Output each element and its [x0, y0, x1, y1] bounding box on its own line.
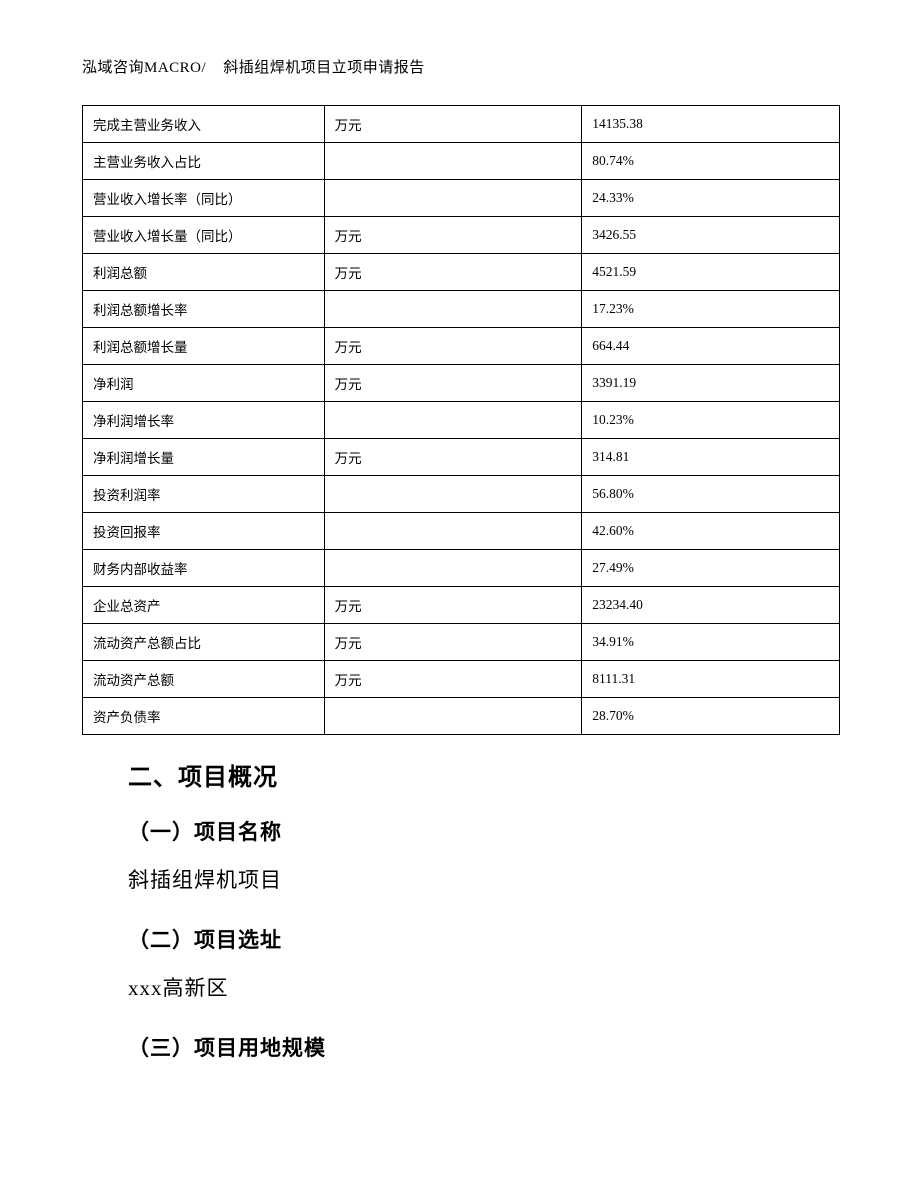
row-value: 34.91%	[582, 624, 840, 661]
row-value: 56.80%	[582, 476, 840, 513]
row-unit	[324, 513, 582, 550]
row-unit	[324, 698, 582, 735]
row-label: 主营业务收入占比	[83, 143, 325, 180]
document-body: 二、项目概况 （一）项目名称 斜插组焊机项目 （二）项目选址 xxx高新区 （三…	[128, 735, 808, 1080]
data-table-wrap: 完成主营业务收入万元14135.38主营业务收入占比80.74%营业收入增长率（…	[82, 105, 840, 735]
row-label: 完成主营业务收入	[83, 106, 325, 143]
row-value: 3426.55	[582, 217, 840, 254]
row-label: 流动资产总额	[83, 661, 325, 698]
row-label: 利润总额	[83, 254, 325, 291]
row-unit: 万元	[324, 254, 582, 291]
row-unit: 万元	[324, 587, 582, 624]
row-unit: 万元	[324, 328, 582, 365]
row-value: 28.70%	[582, 698, 840, 735]
table-row: 资产负债率 28.70%	[83, 698, 840, 735]
row-label: 投资利润率	[83, 476, 325, 513]
page-header: 泓域咨询MACRO/ 斜插组焊机项目立项申请报告	[82, 56, 425, 77]
subsection-2-title: （二）项目选址	[128, 924, 808, 954]
table-row: 利润总额增长率 17.23%	[83, 291, 840, 328]
row-label: 利润总额增长率	[83, 291, 325, 328]
row-label: 资产负债率	[83, 698, 325, 735]
row-value: 23234.40	[582, 587, 840, 624]
table-row: 企业总资产万元23234.40	[83, 587, 840, 624]
table-row: 主营业务收入占比 80.74%	[83, 143, 840, 180]
row-value: 27.49%	[582, 550, 840, 587]
subsection-3-title: （三）项目用地规模	[128, 1032, 808, 1062]
row-label: 营业收入增长量（同比）	[83, 217, 325, 254]
row-value: 3391.19	[582, 365, 840, 402]
subsection-1-body: 斜插组焊机项目	[128, 864, 808, 894]
table-row: 投资利润率 56.80%	[83, 476, 840, 513]
row-value: 24.33%	[582, 180, 840, 217]
table-row: 营业收入增长率（同比） 24.33%	[83, 180, 840, 217]
subsection-2-body: xxx高新区	[128, 972, 808, 1002]
table-row: 完成主营业务收入万元14135.38	[83, 106, 840, 143]
row-label: 净利润增长率	[83, 402, 325, 439]
row-unit	[324, 476, 582, 513]
table-row: 利润总额增长量万元664.44	[83, 328, 840, 365]
row-label: 投资回报率	[83, 513, 325, 550]
row-unit	[324, 550, 582, 587]
table-row: 流动资产总额占比万元34.91%	[83, 624, 840, 661]
table-row: 流动资产总额万元8111.31	[83, 661, 840, 698]
row-value: 314.81	[582, 439, 840, 476]
row-unit: 万元	[324, 217, 582, 254]
header-company: 泓域咨询MACRO/	[82, 60, 206, 76]
row-label: 营业收入增长率（同比）	[83, 180, 325, 217]
table-row: 净利润增长量万元314.81	[83, 439, 840, 476]
row-value: 4521.59	[582, 254, 840, 291]
row-value: 80.74%	[582, 143, 840, 180]
header-title: 斜插组焊机项目立项申请报告	[223, 60, 425, 76]
row-unit	[324, 291, 582, 328]
table-row: 净利润增长率 10.23%	[83, 402, 840, 439]
row-value: 10.23%	[582, 402, 840, 439]
row-value: 42.60%	[582, 513, 840, 550]
row-unit: 万元	[324, 365, 582, 402]
table-row: 利润总额万元4521.59	[83, 254, 840, 291]
table-row: 财务内部收益率 27.49%	[83, 550, 840, 587]
row-value: 14135.38	[582, 106, 840, 143]
row-label: 净利润	[83, 365, 325, 402]
row-label: 企业总资产	[83, 587, 325, 624]
table-row: 营业收入增长量（同比）万元3426.55	[83, 217, 840, 254]
row-label: 财务内部收益率	[83, 550, 325, 587]
row-unit: 万元	[324, 624, 582, 661]
row-label: 利润总额增长量	[83, 328, 325, 365]
table-row: 净利润万元3391.19	[83, 365, 840, 402]
table-row: 投资回报率 42.60%	[83, 513, 840, 550]
row-unit: 万元	[324, 661, 582, 698]
subsection-1-title: （一）项目名称	[128, 816, 808, 846]
financial-table: 完成主营业务收入万元14135.38主营业务收入占比80.74%营业收入增长率（…	[82, 105, 840, 735]
row-label: 净利润增长量	[83, 439, 325, 476]
row-unit	[324, 402, 582, 439]
row-unit: 万元	[324, 106, 582, 143]
row-unit: 万元	[324, 439, 582, 476]
row-value: 17.23%	[582, 291, 840, 328]
row-label: 流动资产总额占比	[83, 624, 325, 661]
row-value: 664.44	[582, 328, 840, 365]
row-value: 8111.31	[582, 661, 840, 698]
row-unit	[324, 143, 582, 180]
row-unit	[324, 180, 582, 217]
section-2-title: 二、项目概况	[128, 757, 808, 792]
